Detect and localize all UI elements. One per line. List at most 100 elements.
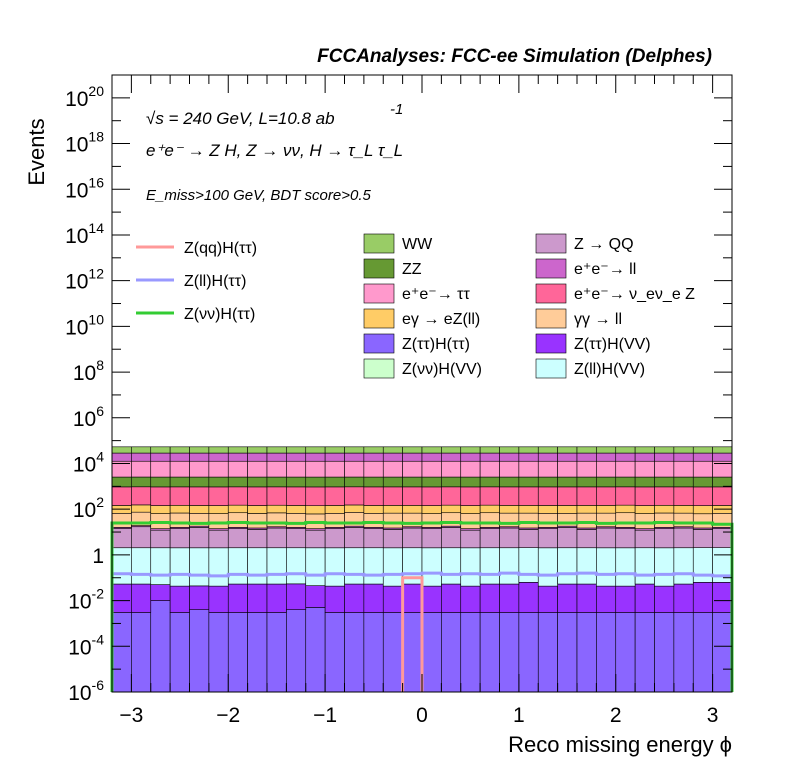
stack-bar-1-13 [363,583,384,613]
stack-bar-7-29 [673,486,694,506]
stack-bar-5-14 [382,512,403,529]
stack-bar-1-11 [324,585,345,613]
stack-bar-5-18 [460,513,481,529]
stack-bar-2-5 [208,547,229,587]
stack-bar-2-22 [537,547,558,587]
stack-bar-2-2 [150,547,171,585]
stack-bar-9-25 [596,460,617,478]
stack-bar-8-18 [460,476,481,488]
legend-box-label: WW [402,236,433,253]
stack-bar-6-24 [576,505,597,514]
overlay-lines [110,521,734,692]
stack-bar-1-30 [692,582,713,613]
stack-bar-8-5 [208,476,229,488]
stack-bar-11-5 [208,446,229,454]
stack-bar-3-31 [712,528,733,549]
stack-bar-1-6 [227,583,248,613]
stack-bar-3-12 [344,527,365,549]
stack-bar-3-26 [615,528,636,549]
stack-bar-9-10 [305,460,326,478]
legend: Z(qq)H(ττ) Z(ll)H(ττ) Z(νν)H(ττ) WW ZZ e⁺e⁻→ … [136,233,695,379]
chart-header-title: FCCAnalyses: FCC-ee Simulation (Delphes) [317,46,712,67]
stack-bar-3-1 [131,526,152,549]
stack-bar-5-8 [266,512,287,528]
stack-bar-11-1 [131,446,152,454]
stack-bar-6-5 [208,505,229,514]
stack-bar-7-28 [654,486,675,506]
stack-bar-0-6 [227,612,248,693]
stack-bar-0-19 [479,612,500,693]
legend-box-label: Z(ττ)H(ττ) [402,336,470,353]
stack-bar-6-1 [131,504,152,513]
stack-bar-3-11 [324,528,345,549]
stack-bar-7-8 [266,486,287,506]
stack-bar-10-23 [557,452,578,462]
stack-bar-9-3 [169,460,190,478]
stack-bar-5-27 [634,513,655,529]
stack-bar-6-3 [169,504,190,514]
stack-bar-3-8 [266,527,287,549]
stack-bar-0-12 [344,612,365,693]
stack-bar-11-8 [266,446,287,454]
stack-bar-8-24 [576,476,597,488]
stack-bar-9-24 [576,460,597,478]
stack-bar-8-12 [344,476,365,488]
stack-bar-6-21 [518,505,539,514]
stack-bar-6-27 [634,505,655,514]
stack-bar-9-21 [518,460,539,478]
legend-box-swatch [363,258,395,279]
stack-bar-2-1 [131,547,152,585]
stack-bar-10-4 [189,452,210,462]
stack-bar-1-17 [441,583,462,613]
line-series-1 [110,571,734,692]
stack-bar-2-12 [344,547,365,585]
stack-bar-2-0 [111,547,132,585]
stack-bar-10-13 [363,452,384,462]
stack-bar-1-14 [382,585,403,613]
stack-bar-11-24 [576,446,597,454]
stack-bar-11-18 [460,446,481,454]
stack-bar-11-6 [227,446,248,454]
stack-bar-6-23 [557,505,578,514]
stack-bar-7-21 [518,486,539,506]
stack-bar-9-16 [421,460,442,478]
stack-bar-2-26 [615,547,636,587]
stack-bar-3-23 [557,527,578,549]
stack-bar-11-16 [421,446,442,454]
y-tick-label: 108 [73,357,104,385]
x-tick-label: 2 [610,704,622,727]
stack-bar-6-8 [266,504,287,514]
legend-box-swatch [535,333,567,354]
stack-bar-11-30 [692,446,713,454]
stack-bar-10-5 [208,452,229,462]
stack-bar-8-27 [634,476,655,488]
stack-bar-5-22 [537,513,558,528]
stack-bar-5-11 [324,513,345,528]
stack-bar-8-16 [421,476,442,488]
stack-bar-0-9 [286,609,307,693]
stack-bar-0-3 [169,612,190,693]
stack-bar-9-13 [363,460,384,478]
stack-bar-9-9 [286,460,307,478]
stack-bar-8-0 [111,476,132,488]
stack-bar-1-29 [673,583,694,613]
stack-bar-2-23 [557,547,578,585]
stack-bar-6-9 [286,505,307,514]
stack-bar-1-0 [111,583,132,613]
stack-bar-0-0 [111,612,132,693]
stack-bar-6-20 [499,505,520,514]
x-tick-label: 3 [707,704,719,727]
stack-bar-7-0 [111,486,132,506]
stack-bar-1-4 [189,585,210,610]
stack-bar-7-24 [576,486,597,506]
stack-bar-7-12 [344,486,365,506]
stack-bar-8-29 [673,476,694,488]
y-tick-label: 1018 [65,129,104,157]
y-tick-label: 1012 [65,266,104,294]
stack-bar-10-31 [712,452,733,462]
stack-bar-1-27 [634,583,655,613]
stack-bar-5-19 [479,512,500,528]
legend-box-label: ZZ [402,261,422,278]
y-tick-label: 1014 [65,220,104,248]
stack-bar-6-10 [305,505,326,515]
